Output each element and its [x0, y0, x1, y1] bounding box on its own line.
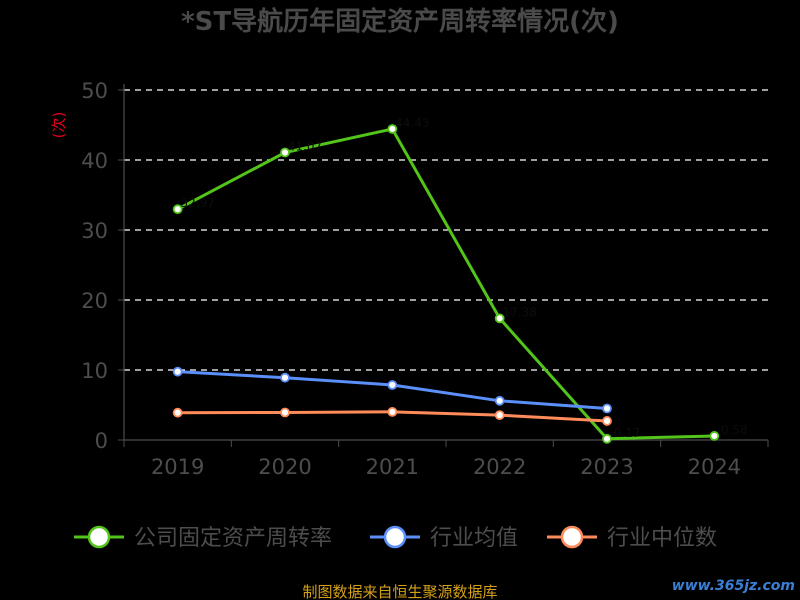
data-point: [280, 372, 290, 383]
series-lines: 32.97 41.07 44.43 17.38 0.17 0.58: [172, 116, 748, 444]
series-2: [172, 406, 612, 426]
data-label: 0.58: [721, 423, 748, 437]
y-axis-unit-label: (次): [50, 112, 68, 139]
legend: 公司固定资产周转率 行业均值 行业中位数: [74, 525, 717, 551]
chart-title: *ST导航历年固定资产周转率情况(次): [181, 6, 619, 37]
data-point: [387, 124, 398, 134]
series-line: [177, 370, 608, 410]
data-label: 41.07: [288, 140, 322, 154]
y-tick-label: 40: [81, 149, 108, 173]
data-point: [602, 416, 612, 426]
data-label: 32.97: [180, 196, 214, 210]
legend-label: 公司固定资产周转率: [134, 526, 332, 551]
data-point: [280, 407, 290, 418]
data-point: [602, 433, 612, 444]
data-point: [709, 431, 720, 441]
data-point: [172, 366, 183, 377]
legend-swatch-marker: [560, 525, 584, 549]
x-tick-label: 2021: [366, 455, 419, 479]
data-point: [280, 147, 290, 158]
grid-lines: [124, 89, 768, 371]
axes: 0 10 20 30 40 50 2019 2020 2021 2022 2023 2024: [81, 79, 769, 479]
data-point: [172, 204, 183, 215]
data-point: [387, 406, 398, 417]
legend-swatch-marker: [87, 525, 111, 549]
y-tick-label: 0: [95, 429, 108, 453]
y-tick-label: 30: [81, 219, 108, 243]
legend-item-1: 行业均值: [370, 525, 518, 551]
x-tick-label: 2022: [473, 455, 526, 479]
series-line: [176, 127, 715, 441]
data-point: [387, 380, 398, 390]
x-tick-label: 2024: [688, 455, 741, 479]
data-point: [494, 395, 505, 406]
legend-item-0: 公司固定资产周转率: [74, 525, 332, 551]
legend-swatch-marker: [383, 525, 407, 549]
x-tick-label: 2019: [151, 455, 204, 479]
data-point: [172, 407, 183, 418]
legend-label: 行业均值: [430, 526, 518, 551]
data-label: 44.43: [395, 116, 429, 130]
data-label: 17.38: [502, 305, 536, 319]
y-tick-label: 10: [81, 359, 108, 383]
x-tick-label: 2023: [580, 455, 633, 479]
data-source-label: 制图数据来自恒生聚源数据库: [302, 583, 497, 600]
data-point: [602, 403, 612, 414]
data-label: 0.17: [614, 426, 641, 440]
watermark-text: www.365jz.com: [672, 578, 795, 594]
data-point: [494, 313, 505, 324]
series-0: 32.97 41.07 44.43 17.38 0.17 0.58: [172, 116, 748, 444]
y-tick-label: 50: [81, 79, 108, 103]
data-point: [494, 410, 505, 421]
y-tick-label: 20: [81, 289, 108, 313]
x-tick-label: 2020: [258, 455, 311, 479]
series-1: [172, 366, 612, 414]
legend-label: 行业中位数: [607, 526, 717, 551]
legend-item-2: 行业中位数: [547, 525, 717, 551]
